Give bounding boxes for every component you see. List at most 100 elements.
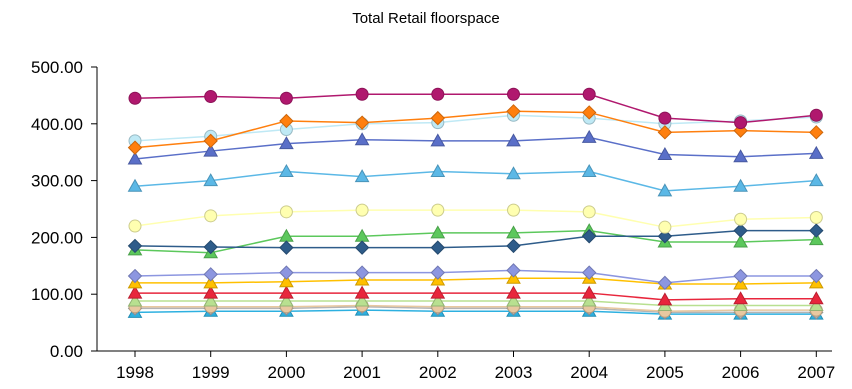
series-11-point [430, 285, 446, 299]
series-9-point [657, 275, 673, 291]
series-11-point [733, 291, 748, 305]
series-2-point [809, 125, 824, 140]
y-tick-label: 300.00 [31, 172, 83, 191]
series-7-line [134, 229, 817, 249]
series-7-point [127, 238, 143, 254]
series-2-line [134, 110, 817, 149]
series-8-point [733, 234, 748, 248]
series-13-line [135, 304, 817, 312]
series-9-point [279, 265, 294, 280]
series-4-point [733, 149, 748, 163]
series-9-point [581, 265, 597, 280]
series-9-point [354, 265, 370, 280]
series-2-point [430, 110, 446, 126]
series-12-point [279, 293, 294, 307]
series-5-point [581, 163, 597, 178]
chart-title: Total Retail floorspace [352, 10, 500, 27]
series-9-point [809, 268, 824, 284]
series-6-point [128, 219, 142, 233]
series-9-point [430, 265, 446, 280]
series-4-point [127, 151, 143, 165]
series-10-line [135, 277, 817, 285]
series-12-point [506, 293, 521, 307]
series-9-point [127, 268, 143, 284]
series-4-point [581, 129, 597, 143]
series-9-line [134, 269, 817, 284]
series-7-point [279, 240, 294, 255]
series-4-point [203, 143, 219, 157]
series-11-point [506, 285, 521, 299]
y-tick-label: 0.00 [50, 342, 83, 361]
series-8-point [430, 225, 446, 239]
series-6-point [734, 212, 748, 226]
series-4-point [430, 133, 446, 147]
series-6-point [431, 203, 445, 217]
series-5-point [430, 163, 446, 178]
series-12-point [808, 298, 824, 312]
x-tick-label: 2003 [495, 363, 533, 382]
series-2-point [354, 115, 370, 130]
series-7-point [657, 229, 673, 244]
series-9-point [203, 267, 218, 282]
series-4-point [657, 146, 673, 160]
series-15-line [134, 309, 817, 315]
series-2-point [657, 125, 673, 140]
x-tick-label: 2005 [646, 363, 684, 382]
series-4-point [808, 145, 824, 159]
series-5-line [134, 170, 817, 192]
series-8-point [808, 232, 824, 246]
series-5-point [657, 183, 673, 197]
series-1-line [134, 93, 817, 124]
series-2-point [506, 104, 521, 119]
series-11-point [279, 285, 294, 299]
series-7-point [581, 229, 597, 244]
series-1-point [128, 91, 142, 105]
series-5-point [808, 173, 824, 187]
series-6-point [582, 205, 596, 219]
series-4-point [279, 136, 294, 150]
series-12-point [127, 293, 143, 307]
series-12-point [430, 293, 446, 307]
series-12-line [135, 300, 817, 307]
x-tick-label: 2002 [419, 363, 457, 382]
series-6-point [204, 209, 218, 223]
series-1-point [355, 87, 369, 101]
series-11-point [203, 285, 219, 299]
series-7-point [354, 240, 370, 255]
series-9-point [506, 263, 521, 278]
series-5-point [203, 173, 219, 187]
series-6-point [507, 203, 520, 217]
series-12-point [203, 293, 219, 307]
series-4-point [354, 132, 370, 146]
series-1-point [734, 116, 748, 130]
series-3-line [134, 114, 817, 142]
y-tick-label: 200.00 [31, 228, 83, 247]
series-5-point [127, 178, 143, 192]
series-14-line [135, 305, 817, 314]
x-tick-label: 2006 [722, 363, 760, 382]
series-7-point [203, 239, 218, 255]
series-5-point [733, 178, 748, 192]
series-1-point [431, 87, 445, 101]
series-1-point [279, 91, 293, 105]
x-tick-label: 2004 [570, 363, 608, 382]
x-tick-label: 2001 [343, 363, 381, 382]
series-8-line [134, 229, 817, 254]
series-2-point [279, 113, 294, 129]
series-7-point [809, 223, 824, 238]
series-5-point [354, 169, 370, 183]
series-7-point [506, 238, 521, 254]
series-12-point [733, 298, 748, 312]
series-1-point [809, 108, 823, 122]
series-5-point [279, 163, 294, 178]
series-8-point [506, 225, 521, 239]
series-1-point [658, 111, 672, 125]
series-2-point [203, 133, 218, 149]
series-10-point [279, 274, 294, 288]
series-11-line [135, 292, 817, 301]
series-2-point [581, 105, 597, 120]
series-9-point [733, 268, 748, 284]
series-11-point [657, 292, 673, 306]
